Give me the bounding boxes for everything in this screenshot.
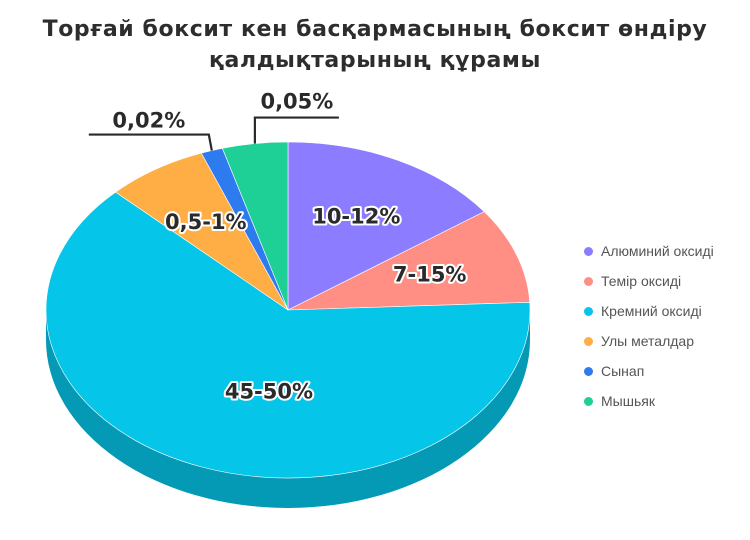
legend-label: Темір оксиді [601,273,682,289]
legend: Алюминий оксиді Темір оксиді Кремний оксид… [584,236,714,416]
legend-marker [584,306,593,316]
data-label-slice-4: 0,02% [112,109,185,133]
legend-label: Мышьяк [601,393,655,409]
pie-slice-2 [45,191,531,479]
chart-title-line-1: Торғай боксит кен басқармасының боксит ө… [42,17,708,42]
legend-label: Сынап [601,363,645,379]
legend-label: Кремний оксиді [601,303,702,319]
data-label-slice-5: 0,05% [260,90,333,114]
legend-marker [584,246,593,256]
legend-item-slice-4: Сынап [584,356,714,386]
chart-title: Торғай боксит кен басқармасының боксит ө… [0,14,750,76]
data-label-slice-2: 45-50% [225,380,313,404]
pie-side-slice-2 [46,310,530,508]
legend-item-slice-5: Мышьяк [584,386,714,416]
legend-item-slice-2: Кремний оксиді [584,296,714,326]
data-label-slice-0: 10-12% [312,204,400,228]
legend-label: Улы металдар [601,333,694,349]
chart-title-line-2: қалдықтарының құрамы [209,48,541,73]
data-label-slice-1: 7-15% [393,263,467,287]
legend-marker [584,396,593,406]
leader-line-slice-5 [253,116,339,144]
legend-item-slice-1: Темір оксиді [584,266,714,296]
leader-line-slice-4 [88,133,213,151]
legend-marker [584,366,593,376]
legend-label: Алюминий оксиді [601,243,714,259]
data-label-slice-3: 0,5-1% [165,210,247,234]
pie-slice-1 [287,211,531,311]
pie-slice-0 [287,141,485,311]
legend-marker [584,276,593,286]
legend-marker [584,336,593,346]
legend-item-slice-3: Улы металдар [584,326,714,356]
legend-item-slice-0: Алюминий оксиді [584,236,714,266]
